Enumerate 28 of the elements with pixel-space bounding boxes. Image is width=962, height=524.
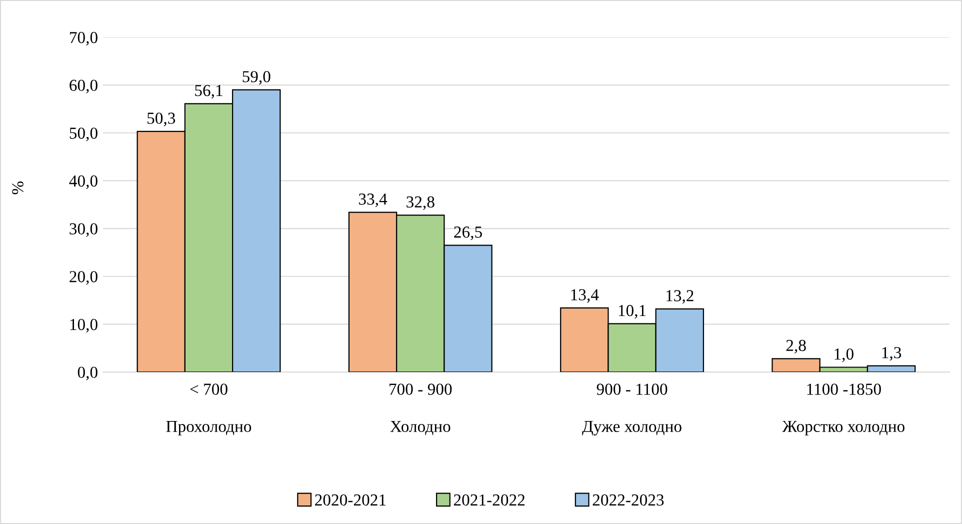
category-label: 1100 -1850 Жорстко холодно — [782, 384, 904, 436]
y-axis-title: % — [12, 182, 24, 194]
text: 56,1 — [195, 84, 222, 99]
y-tick-label: 0,0 — [78, 366, 98, 380]
text: 13,4 — [571, 289, 599, 303]
text: 32,8 — [406, 196, 434, 210]
text: 1,3 — [882, 347, 902, 361]
legend-label: 2021-2022 — [454, 494, 525, 506]
legend-label: 2020-2021 — [315, 494, 386, 506]
text: 1,0 — [834, 348, 854, 362]
y-tick-label: 10,0 — [70, 318, 98, 333]
y-tick-label: 60,0 — [70, 80, 98, 94]
y-tick-label: 30,0 — [70, 223, 98, 237]
legend-label: 2022-2023 — [592, 494, 664, 506]
text: 2,8 — [786, 340, 806, 354]
category-label: 700 - 900 Холодно — [390, 384, 452, 436]
text: 59,0 — [242, 71, 270, 85]
text: 33,4 — [358, 194, 388, 208]
category-label: 900 - 1100 Дуже холодно — [582, 384, 682, 436]
text: 10,1 — [618, 304, 646, 319]
text: 13,2 — [666, 290, 694, 304]
y-tick-label: 70,0 — [70, 32, 98, 46]
text: 50,3 — [148, 112, 176, 126]
y-tick-label: 20,0 — [70, 271, 98, 285]
category-label: < 700 Прохолодно — [166, 384, 252, 436]
y-tick-label: 50,0 — [70, 128, 98, 142]
text: 26,5 — [454, 226, 482, 240]
y-tick-label: 40,0 — [69, 175, 98, 190]
